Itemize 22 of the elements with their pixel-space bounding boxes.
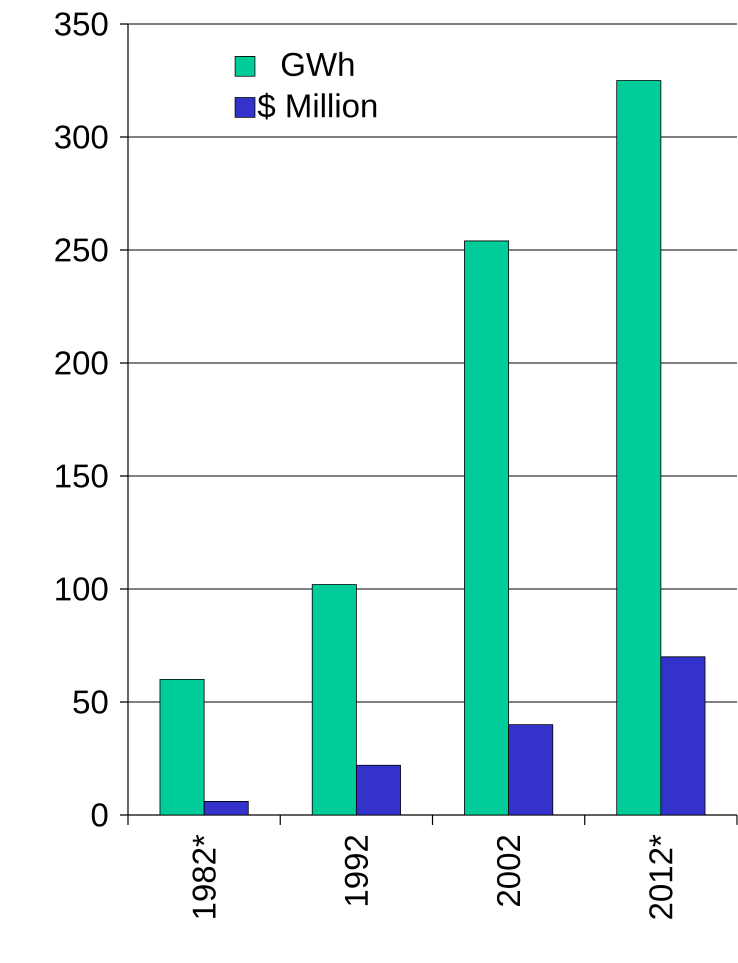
y-tick-label: 150 bbox=[56, 464, 108, 488]
y-tick-label: 0 bbox=[92, 803, 108, 827]
legend-label: GWh bbox=[282, 52, 354, 76]
y-tick-label: 300 bbox=[55, 125, 108, 149]
y-tick-label: 350 bbox=[55, 12, 108, 36]
legend-label: $ Million bbox=[258, 92, 376, 120]
y-tick-label: 100 bbox=[56, 577, 108, 601]
bar bbox=[312, 584, 357, 815]
bar bbox=[508, 724, 554, 815]
bar bbox=[204, 801, 248, 815]
y-tick-label: 250 bbox=[56, 238, 108, 262]
bar bbox=[160, 678, 205, 815]
bar bbox=[616, 80, 662, 815]
x-tick-label: 1992 bbox=[344, 836, 368, 906]
y-tick-label: 200 bbox=[56, 351, 108, 375]
y-tick-label: 50 bbox=[74, 690, 108, 714]
bar bbox=[356, 764, 402, 815]
x-tick-label: 2002 bbox=[497, 836, 521, 906]
bar bbox=[464, 240, 510, 815]
x-tick-label: 2012* bbox=[649, 834, 673, 919]
bar bbox=[660, 656, 706, 815]
x-tick-label: 1982* bbox=[192, 834, 216, 918]
